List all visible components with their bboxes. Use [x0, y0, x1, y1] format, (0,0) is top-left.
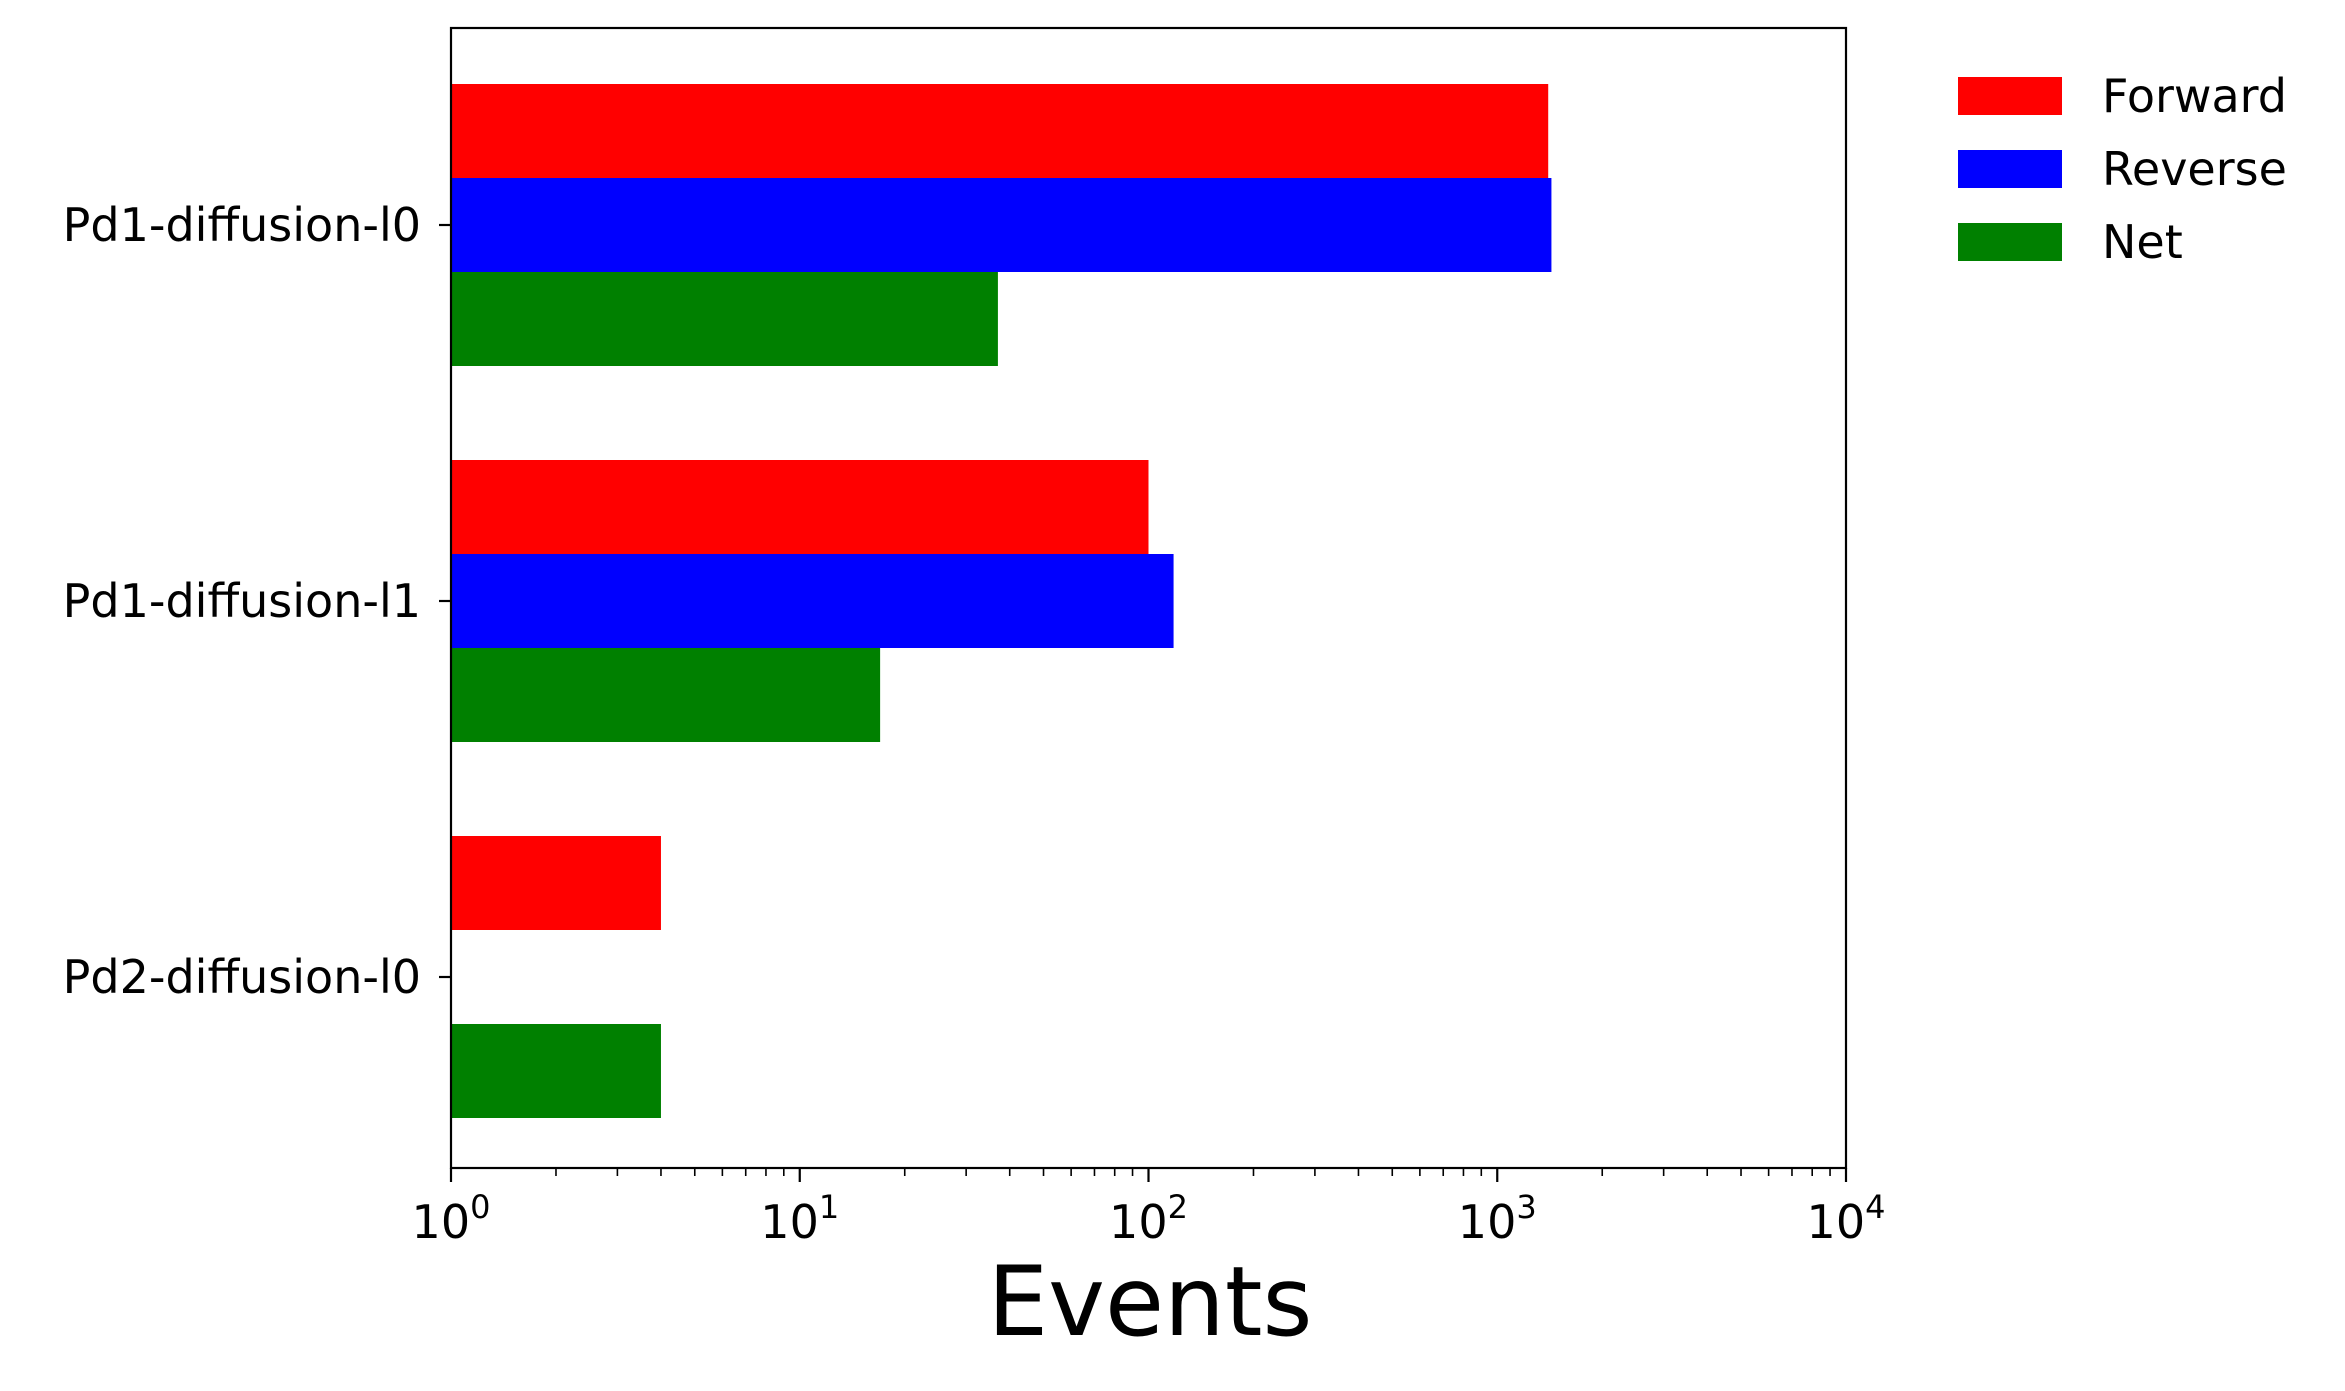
x-tick-label: 103 [1458, 1188, 1537, 1249]
bar-net-pd1-diffusion-l0 [451, 272, 998, 366]
y-tick-label: Pd2-diffusion-l0 [63, 950, 421, 1004]
legend-swatch-net [1958, 223, 2062, 261]
legend: Forward Reverse Net [1958, 69, 2287, 269]
x-tick-label: 102 [1109, 1188, 1188, 1249]
legend-swatch-reverse [1958, 150, 2062, 188]
bar-reverse-pd1-diffusion-l1 [451, 554, 1174, 648]
legend-item-net: Net [1958, 215, 2183, 269]
legend-label-forward: Forward [2102, 69, 2287, 123]
bar-forward-pd2-diffusion-l0 [451, 836, 661, 930]
legend-label-reverse: Reverse [2102, 142, 2287, 196]
bar-net-pd1-diffusion-l1 [451, 648, 881, 742]
bars-layer [451, 84, 1552, 1118]
legend-item-forward: Forward [1958, 69, 2287, 123]
axes-layer: Pd1-diffusion-l0 Pd1-diffusion-l1 Pd2-diff… [63, 26, 1886, 1249]
y-tick-label: Pd1-diffusion-l1 [63, 574, 421, 628]
legend-item-reverse: Reverse [1958, 142, 2287, 196]
x-axis-label: Events [987, 1246, 1312, 1358]
bar-reverse-pd1-diffusion-l0 [451, 178, 1552, 272]
legend-swatch-forward [1958, 77, 2062, 115]
x-tick-label: 100 [412, 1188, 491, 1249]
bar-forward-pd1-diffusion-l1 [451, 460, 1149, 554]
legend-label-net: Net [2102, 215, 2183, 269]
x-tick-label: 101 [760, 1188, 839, 1249]
bar-forward-pd1-diffusion-l0 [451, 84, 1549, 178]
y-tick-label: Pd1-diffusion-l0 [63, 198, 421, 252]
x-tick-label: 104 [1807, 1188, 1886, 1249]
bar-net-pd2-diffusion-l0 [451, 1024, 661, 1118]
